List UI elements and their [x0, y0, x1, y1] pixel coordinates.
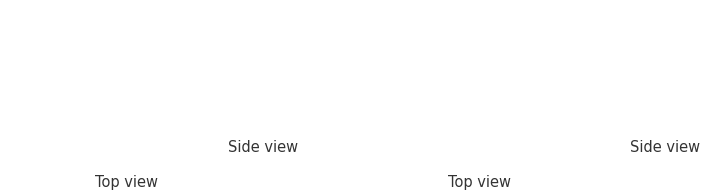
Text: Side view: Side view — [630, 140, 700, 155]
Text: Top view: Top view — [448, 175, 511, 190]
Text: Top view: Top view — [95, 175, 158, 190]
Text: Side view: Side view — [228, 140, 298, 155]
